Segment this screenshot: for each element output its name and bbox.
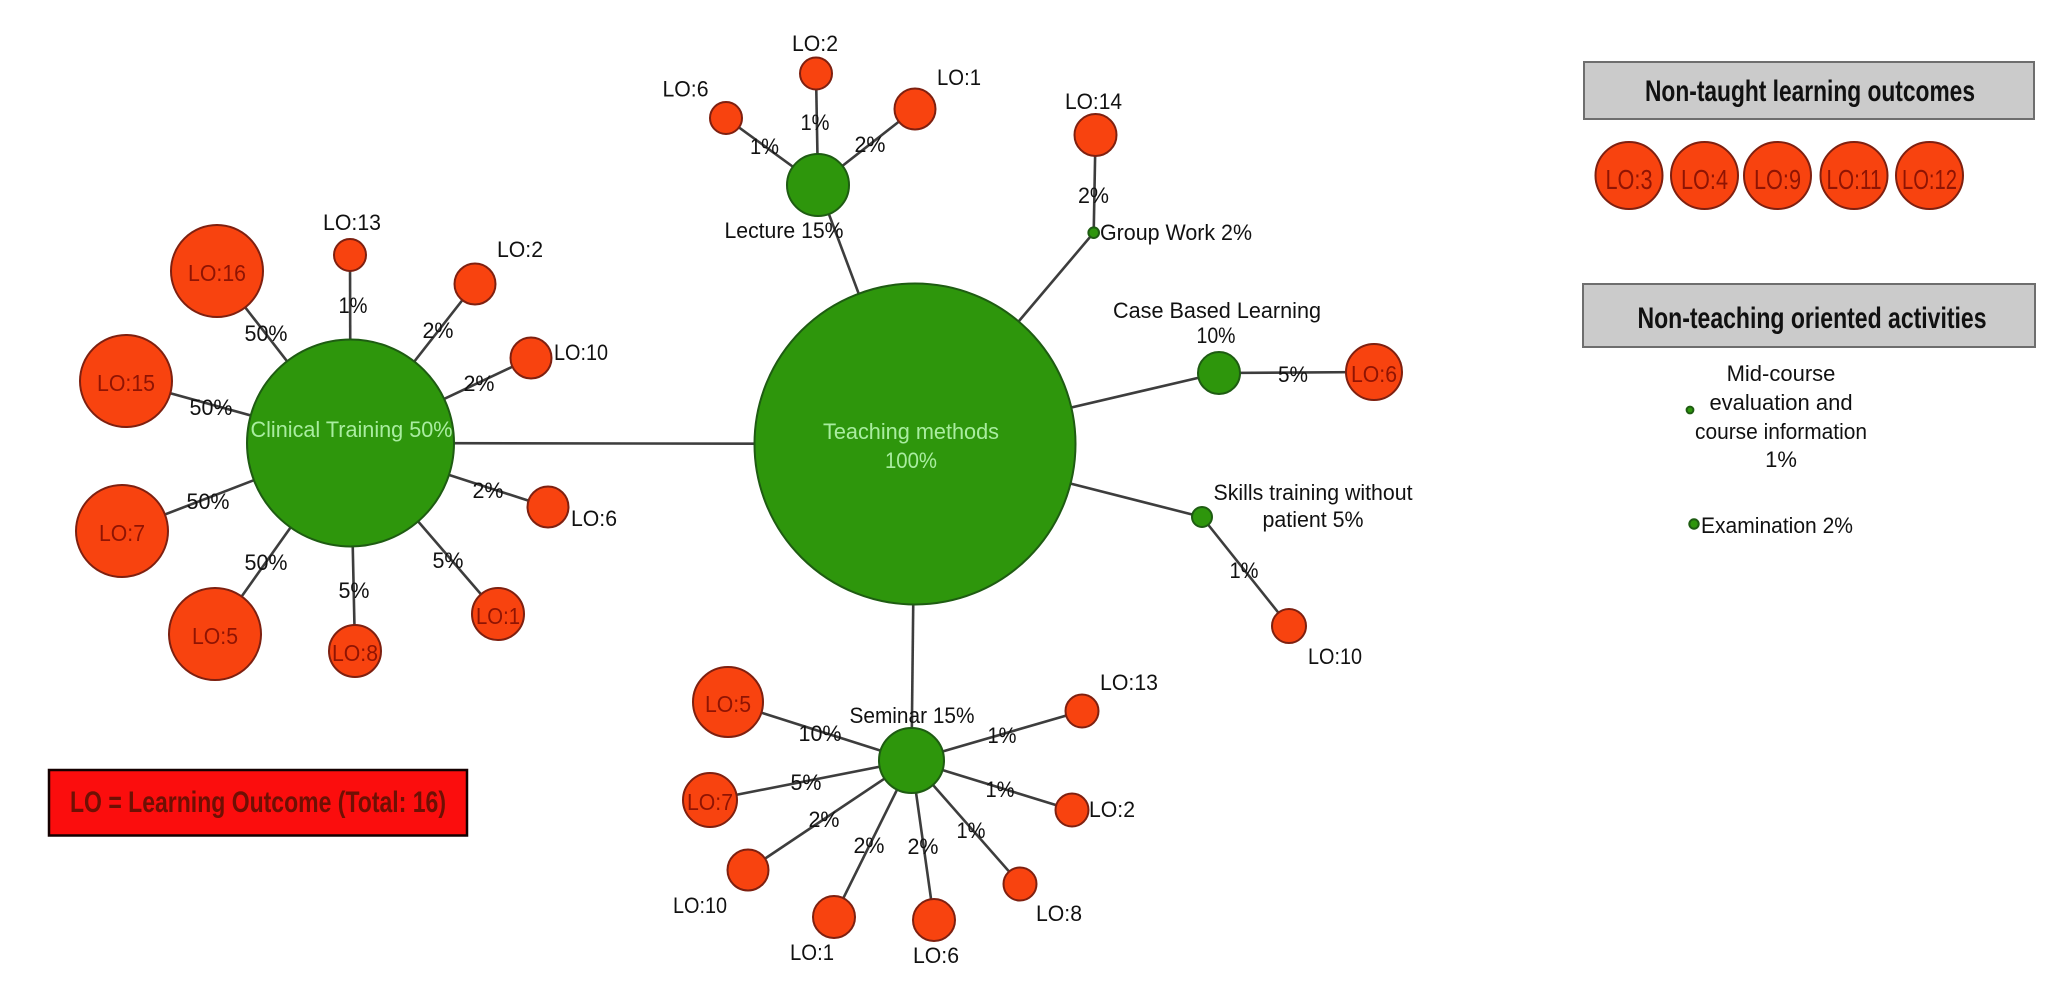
svg-text:Examination 2%: Examination 2% [1701, 513, 1853, 538]
svg-text:Case Based Learning: Case Based Learning [1113, 298, 1321, 323]
svg-text:2%: 2% [854, 833, 885, 858]
svg-text:50%: 50% [187, 489, 230, 514]
svg-text:LO:6: LO:6 [571, 506, 617, 531]
svg-text:evaluation and: evaluation and [1709, 390, 1852, 415]
svg-text:1%: 1% [1765, 447, 1797, 472]
svg-text:Non-teaching oriented activiti: Non-teaching oriented activities [1638, 302, 1987, 335]
svg-text:2%: 2% [423, 318, 454, 343]
svg-text:1%: 1% [1230, 558, 1259, 583]
svg-text:LO:1: LO:1 [790, 940, 834, 965]
svg-text:LO:9: LO:9 [1754, 164, 1801, 195]
svg-text:Non-taught learning outcomes: Non-taught learning outcomes [1645, 75, 1975, 108]
svg-text:2%: 2% [809, 807, 840, 832]
svg-text:LO:8: LO:8 [332, 640, 378, 666]
svg-text:LO:13: LO:13 [323, 210, 381, 235]
svg-text:2%: 2% [473, 478, 504, 503]
svg-text:5%: 5% [791, 770, 822, 795]
svg-text:1%: 1% [339, 293, 368, 318]
svg-text:1%: 1% [957, 818, 986, 843]
svg-text:10%: 10% [1197, 323, 1236, 348]
svg-text:LO:6: LO:6 [663, 77, 709, 102]
svg-text:5%: 5% [339, 578, 370, 603]
svg-text:LO:5: LO:5 [192, 623, 238, 649]
svg-text:LO = Learning Outcome (Total:: LO = Learning Outcome (Total: 16) [70, 786, 446, 819]
svg-text:LO:1: LO:1 [937, 65, 981, 90]
svg-text:course information: course information [1695, 419, 1867, 444]
svg-text:LO:7: LO:7 [99, 520, 145, 546]
svg-text:1%: 1% [801, 110, 830, 135]
svg-text:50%: 50% [190, 395, 233, 420]
svg-text:2%: 2% [1078, 183, 1109, 208]
svg-text:LO:14: LO:14 [1065, 89, 1122, 114]
svg-text:LO:3: LO:3 [1606, 164, 1653, 195]
svg-text:LO:12: LO:12 [1902, 164, 1957, 195]
svg-text:Mid-course: Mid-course [1727, 361, 1836, 386]
svg-text:LO:2: LO:2 [792, 31, 838, 56]
svg-text:LO:10: LO:10 [673, 893, 727, 918]
svg-text:LO:6: LO:6 [1351, 361, 1397, 387]
svg-text:1%: 1% [988, 723, 1017, 748]
svg-text:5%: 5% [433, 548, 464, 573]
svg-text:50%: 50% [245, 550, 288, 575]
svg-text:Teaching methods: Teaching methods [823, 419, 999, 444]
svg-text:10%: 10% [799, 721, 842, 746]
svg-text:LO:16: LO:16 [188, 260, 246, 286]
svg-text:LO:15: LO:15 [97, 370, 155, 396]
svg-text:patient 5%: patient 5% [1263, 507, 1364, 532]
svg-text:LO:10: LO:10 [554, 340, 608, 365]
svg-text:LO:7: LO:7 [687, 789, 733, 815]
svg-text:Group Work 2%: Group Work 2% [1100, 220, 1252, 245]
svg-text:1%: 1% [750, 134, 779, 159]
svg-text:LO:5: LO:5 [705, 691, 751, 717]
svg-text:LO:10: LO:10 [1308, 644, 1362, 669]
svg-text:Skills training without: Skills training without [1214, 480, 1413, 505]
svg-text:LO:2: LO:2 [1089, 797, 1135, 822]
svg-text:LO:6: LO:6 [913, 943, 959, 968]
svg-text:100%: 100% [885, 448, 937, 473]
svg-text:LO:2: LO:2 [497, 237, 543, 262]
svg-text:LO:11: LO:11 [1827, 164, 1882, 195]
svg-text:2%: 2% [908, 834, 939, 859]
svg-text:Clinical Training 50%: Clinical Training 50% [251, 417, 453, 442]
svg-text:2%: 2% [464, 371, 495, 396]
svg-text:LO:8: LO:8 [1036, 901, 1082, 926]
svg-text:2%: 2% [855, 132, 886, 157]
svg-text:LO:13: LO:13 [1100, 670, 1158, 695]
svg-text:1%: 1% [986, 777, 1015, 802]
svg-text:LO:1: LO:1 [476, 603, 520, 629]
svg-text:5%: 5% [1278, 362, 1308, 387]
svg-text:Seminar 15%: Seminar 15% [850, 703, 975, 728]
svg-text:Lecture 15%: Lecture 15% [725, 218, 844, 243]
svg-text:50%: 50% [245, 321, 288, 346]
svg-text:LO:4: LO:4 [1681, 164, 1728, 195]
